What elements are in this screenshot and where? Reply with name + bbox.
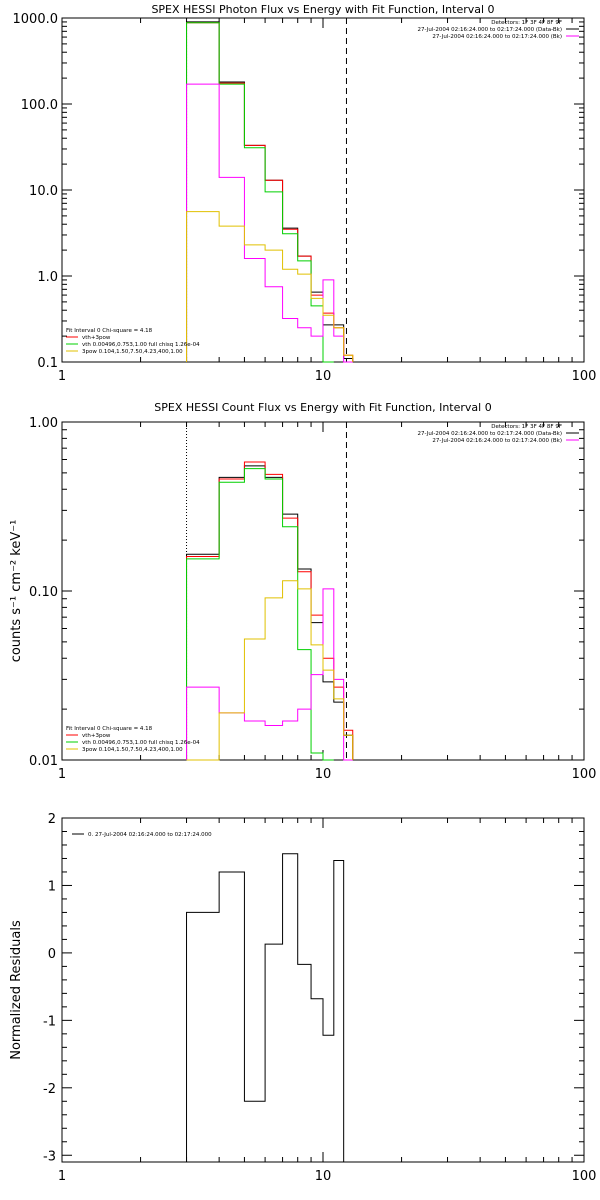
- y-tick-label: 1: [48, 879, 56, 894]
- y-tick-label: -2: [43, 1082, 56, 1097]
- series-line-2: [186, 461, 354, 760]
- y-tick-label: 0.01: [29, 754, 58, 769]
- series-line-1: [186, 465, 354, 760]
- y-tick-label: -3: [43, 1149, 56, 1164]
- y-tick-label: 0.10: [29, 585, 58, 600]
- legend-top-text: 27-Jul-2004 02:16:24.000 to 02:17:24.000…: [432, 34, 562, 40]
- legend-bottom-text: 3pow 0.104,1.50,7.50,4.23,400,1.00: [82, 747, 183, 753]
- chart-title: SPEX HESSI Count Flux vs Energy with Fit…: [154, 401, 491, 414]
- chart-panel-1: SPEX HESSI Photon Flux vs Energy with Fi…: [13, 3, 597, 384]
- legend-bottom-text: Fit Interval 0 Chi-square = 4.18: [66, 328, 153, 334]
- y-tick-label: 100.0: [21, 98, 58, 113]
- x-tick-label: 1: [58, 1169, 66, 1184]
- y-tick-label: 2: [48, 812, 56, 827]
- x-tick-label: 10: [315, 369, 332, 384]
- x-tick-label: 100: [572, 767, 597, 782]
- legend-bottom-text: vth 0.00496,0.753,1.00 full chisq 1.26e-…: [82, 740, 200, 746]
- series-line-5: [186, 580, 354, 761]
- x-tick-label: 10: [315, 1169, 332, 1184]
- series-line-3: [186, 22, 334, 363]
- chart-title: SPEX HESSI Photon Flux vs Energy with Fi…: [151, 3, 494, 16]
- series-line-4: [186, 588, 353, 761]
- legend-bottom-text: vth 0.00496,0.753,1.00 full chisq 1.26e-…: [82, 342, 200, 348]
- y-axis-label: counts s⁻¹ cm⁻² keV⁻¹: [9, 520, 24, 663]
- y-tick-label: 10.0: [29, 184, 58, 199]
- series-line-1: [186, 853, 345, 1162]
- series-line-1: [186, 21, 354, 362]
- y-tick-label: 1.00: [29, 416, 58, 431]
- legend-top-text: 27-Jul-2004 02:16:24.000 to 02:17:24.000…: [418, 431, 563, 437]
- legend-bottom-text: 3pow 0.104,1.50,7.50,4.23,400,1.00: [82, 349, 183, 355]
- legend-bottom-text: Fit Interval 0 Chi-square = 4.18: [66, 726, 153, 732]
- y-tick-label: 1.0: [37, 270, 58, 285]
- y-tick-label: -1: [43, 1014, 56, 1029]
- y-tick-label: 0: [48, 947, 56, 962]
- legend-bottom-text: vth+3pow: [82, 335, 111, 341]
- x-tick-label: 100: [572, 1169, 597, 1184]
- series-line-5: [186, 211, 354, 362]
- series-line-3: [186, 468, 334, 761]
- legend-top-text: Detectors: 1F 3F 4F 8F 9F: [491, 20, 562, 26]
- legend-top-text: 27-Jul-2004 02:16:24.000 to 02:17:24.000…: [432, 438, 562, 444]
- legend-top-text: Detectors: 1F 3F 4F 8F 9F: [491, 424, 562, 430]
- legend-text: 0. 27-Jul-2004 02:16:24.000 to 02:17:24.…: [88, 832, 212, 838]
- series-line-4: [186, 83, 353, 363]
- legend-top-text: 27-Jul-2004 02:16:24.000 to 02:17:24.000…: [418, 27, 563, 33]
- y-tick-label: 0.1: [37, 356, 58, 371]
- x-tick-label: 1: [58, 767, 66, 782]
- chart-panel-2: SPEX HESSI Count Flux vs Energy with Fit…: [9, 401, 596, 782]
- y-axis-label: Normalized Residuals: [9, 920, 24, 1060]
- y-tick-label: 1000.0: [13, 12, 59, 27]
- plot-frame: [61, 817, 585, 1163]
- x-tick-label: 10: [315, 767, 332, 782]
- legend-bottom-text: vth+3pow: [82, 733, 111, 739]
- x-tick-label: 100: [572, 369, 597, 384]
- x-tick-label: 1: [58, 369, 66, 384]
